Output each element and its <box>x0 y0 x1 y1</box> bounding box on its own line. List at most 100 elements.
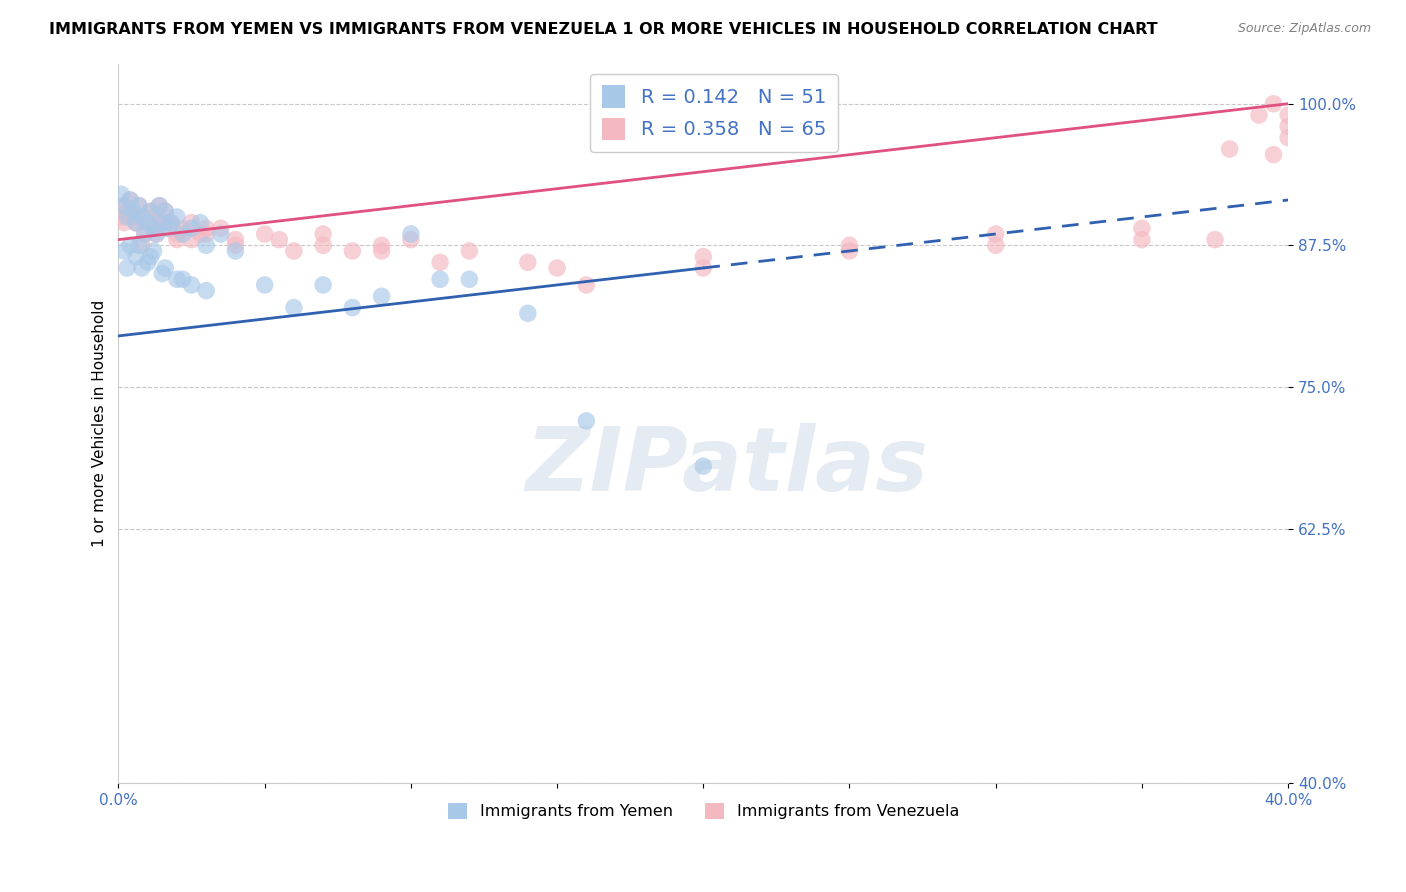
Point <box>1204 233 1226 247</box>
Point <box>160 216 183 230</box>
Point <box>458 244 481 258</box>
Point <box>1130 221 1153 235</box>
Point <box>429 272 451 286</box>
Point <box>838 238 860 252</box>
Point <box>209 227 232 241</box>
Point <box>370 238 392 252</box>
Point <box>148 199 170 213</box>
Point <box>142 221 165 235</box>
Point <box>122 210 145 224</box>
Point <box>128 199 150 213</box>
Point <box>136 216 159 230</box>
Point <box>838 244 860 258</box>
Point <box>399 227 422 241</box>
Point <box>269 233 291 247</box>
Point <box>155 204 177 219</box>
Point <box>370 289 392 303</box>
Point <box>155 260 177 275</box>
Point <box>692 250 714 264</box>
Point <box>1219 142 1241 156</box>
Point <box>312 238 335 252</box>
Legend: Immigrants from Yemen, Immigrants from Venezuela: Immigrants from Yemen, Immigrants from V… <box>441 797 966 826</box>
Point <box>180 277 202 292</box>
Point <box>155 204 177 219</box>
Text: ZIPatlas: ZIPatlas <box>526 424 928 510</box>
Point <box>516 306 538 320</box>
Point <box>312 227 335 241</box>
Point <box>195 284 218 298</box>
Point <box>142 244 165 258</box>
Point <box>370 244 392 258</box>
Point <box>139 250 162 264</box>
Point <box>692 459 714 474</box>
Point <box>253 227 276 241</box>
Point <box>125 216 148 230</box>
Point <box>125 216 148 230</box>
Point <box>142 221 165 235</box>
Point <box>150 216 173 230</box>
Point <box>180 233 202 247</box>
Y-axis label: 1 or more Vehicles in Household: 1 or more Vehicles in Household <box>93 300 107 548</box>
Point <box>122 204 145 219</box>
Point <box>120 193 142 207</box>
Point <box>283 301 305 315</box>
Point <box>157 221 180 235</box>
Point <box>139 204 162 219</box>
Point <box>172 221 194 235</box>
Point <box>128 199 150 213</box>
Point <box>692 260 714 275</box>
Point <box>125 216 148 230</box>
Point <box>110 187 132 202</box>
Point <box>112 244 135 258</box>
Point <box>429 255 451 269</box>
Point <box>458 272 481 286</box>
Point <box>312 277 335 292</box>
Point <box>195 227 218 241</box>
Point <box>120 193 142 207</box>
Point <box>142 210 165 224</box>
Point <box>112 216 135 230</box>
Point <box>125 250 148 264</box>
Point <box>516 255 538 269</box>
Point <box>112 199 135 213</box>
Point <box>1277 120 1299 134</box>
Point <box>283 244 305 258</box>
Point <box>224 238 246 252</box>
Point <box>115 210 138 224</box>
Point <box>134 227 156 241</box>
Point <box>120 204 142 219</box>
Point <box>1263 147 1285 161</box>
Point <box>145 227 167 241</box>
Point <box>131 238 153 252</box>
Point <box>180 216 202 230</box>
Point <box>1130 233 1153 247</box>
Point <box>546 260 568 275</box>
Point <box>342 244 364 258</box>
Point <box>1247 108 1270 122</box>
Point <box>172 227 194 241</box>
Point <box>188 216 211 230</box>
Point <box>134 227 156 241</box>
Point <box>342 301 364 315</box>
Point <box>984 238 1007 252</box>
Point <box>224 233 246 247</box>
Point <box>195 238 218 252</box>
Point <box>148 199 170 213</box>
Point <box>166 233 188 247</box>
Point <box>131 260 153 275</box>
Point <box>399 233 422 247</box>
Point <box>136 216 159 230</box>
Point <box>145 227 167 241</box>
Text: Source: ZipAtlas.com: Source: ZipAtlas.com <box>1237 22 1371 36</box>
Text: IMMIGRANTS FROM YEMEN VS IMMIGRANTS FROM VENEZUELA 1 OR MORE VEHICLES IN HOUSEHO: IMMIGRANTS FROM YEMEN VS IMMIGRANTS FROM… <box>49 22 1157 37</box>
Point <box>155 216 177 230</box>
Point <box>160 216 183 230</box>
Point <box>110 210 132 224</box>
Point <box>1277 108 1299 122</box>
Point <box>120 238 142 252</box>
Point <box>224 244 246 258</box>
Point <box>209 221 232 235</box>
Point <box>131 210 153 224</box>
Point <box>166 272 188 286</box>
Point <box>188 227 211 241</box>
